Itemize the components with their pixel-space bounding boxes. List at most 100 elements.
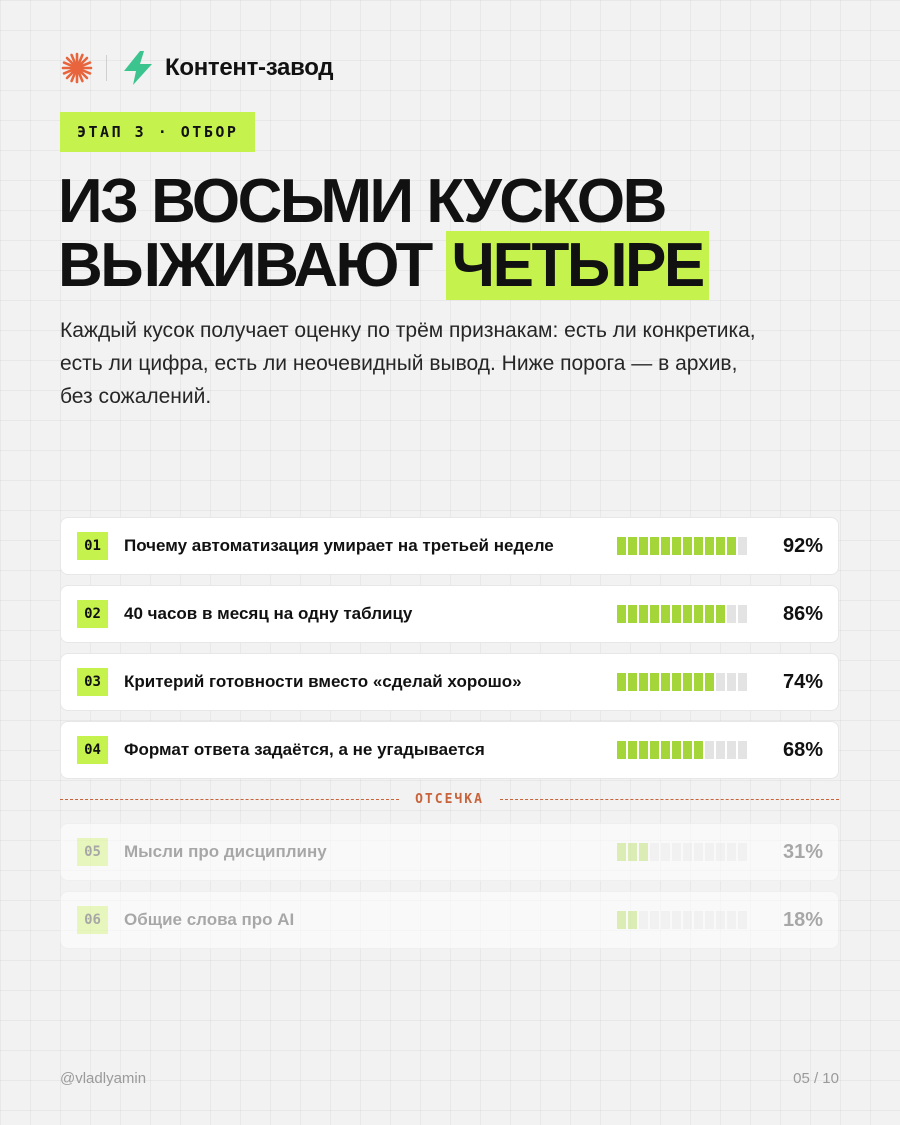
score-bar-segment	[661, 673, 670, 691]
item-label: Общие слова про AI	[124, 910, 295, 929]
rejected-items: 05 Мысли про дисциплину 31% 06 Общие слова п…	[60, 823, 839, 949]
score-bar-segment	[727, 843, 736, 861]
score-bar-segment	[617, 537, 626, 555]
item-number: 02	[77, 600, 108, 628]
page-counter: 05 / 10	[793, 1070, 839, 1087]
score-bar-segment	[694, 843, 703, 861]
item-label: Формат ответа задаётся, а не угадывается	[124, 740, 485, 759]
lightning-icon	[124, 51, 152, 85]
score-bar-segment	[672, 605, 681, 623]
score-bar-segment	[716, 741, 725, 759]
item-score: 92%	[782, 534, 823, 557]
score-bar-segment	[705, 605, 714, 623]
score-bar-segment	[661, 605, 670, 623]
score-bar-segment	[617, 673, 626, 691]
score-bar-segment	[639, 843, 648, 861]
score-bar-segment	[683, 537, 692, 555]
score-bar-segment	[628, 605, 637, 623]
kept-items: 01 Почему автоматизация умирает на третье…	[60, 517, 839, 779]
score-bar-segment	[694, 673, 703, 691]
score-bar-segment	[617, 605, 626, 623]
score-bar-segment	[650, 605, 659, 623]
cutoff-label: ОТСЕЧКА	[415, 791, 484, 807]
item-number: 03	[77, 668, 108, 696]
score-bar-segment	[705, 673, 714, 691]
score-bar-segment	[650, 843, 659, 861]
score-bar-segment	[650, 537, 659, 555]
score-bar-segment	[639, 741, 648, 759]
score-bar-segment	[716, 605, 725, 623]
score-bar-segment	[716, 843, 725, 861]
title-line-2: ВЫЖИВАЮТ ЧЕТЫРЕ	[58, 231, 709, 300]
score-bar-segment	[727, 605, 736, 623]
title-highlight: ЧЕТЫРЕ	[445, 231, 709, 300]
score-bar-segment	[672, 537, 681, 555]
score-bar-segment	[727, 741, 736, 759]
item-number: 04	[77, 736, 108, 764]
list-item: 03 Критерий готовности вместо «сделай хор…	[60, 653, 839, 711]
score-bar-segment	[650, 911, 659, 929]
item-label: Критерий готовности вместо «сделай хорош…	[124, 672, 522, 691]
item-number: 06	[77, 906, 108, 934]
score-bar-segment	[672, 911, 681, 929]
score-bar-segment	[727, 673, 736, 691]
item-score: 31%	[782, 840, 823, 863]
item-score: 68%	[782, 738, 823, 761]
page-title: ИЗ ВОСЬМИ КУСКОВ ВЫЖИВАЮТ ЧЕТЫРЕ	[58, 167, 709, 300]
score-bar-segment	[738, 605, 747, 623]
score-bar-segment	[705, 843, 714, 861]
list-item: 02 40 часов в месяц на одну таблицу 86%	[60, 585, 839, 643]
score-bar-segment	[716, 911, 725, 929]
score-bar-segment	[628, 673, 637, 691]
score-bar-segment	[738, 537, 747, 555]
score-bar-segment	[661, 537, 670, 555]
score-bar-segment	[683, 605, 692, 623]
item-score: 86%	[782, 602, 823, 625]
score-bar-segment	[617, 911, 626, 929]
score-bar	[617, 843, 747, 861]
score-bar-segment	[628, 911, 637, 929]
score-bar-segment	[694, 537, 703, 555]
score-bar-segment	[683, 741, 692, 759]
cutoff-divider: ОТСЕЧКА	[60, 782, 840, 816]
score-bar-segment	[650, 741, 659, 759]
score-bar	[617, 673, 747, 691]
score-bar-segment	[672, 741, 681, 759]
score-bar	[617, 537, 747, 555]
score-bar-segment	[628, 741, 637, 759]
score-bar-segment	[727, 537, 736, 555]
item-score: 74%	[782, 670, 823, 693]
score-bar-segment	[639, 537, 648, 555]
score-bar-segment	[661, 741, 670, 759]
score-bar-segment	[661, 911, 670, 929]
score-bar	[617, 741, 747, 759]
lead-paragraph: Каждый кусок получает оценку по трём при…	[60, 319, 756, 408]
score-bar-segment	[672, 843, 681, 861]
score-bar-segment	[628, 537, 637, 555]
cutoff-line-right	[499, 798, 840, 800]
score-list: 01 Почему автоматизация умирает на третье…	[60, 517, 840, 959]
score-bar-segment	[694, 741, 703, 759]
score-bar-segment	[716, 537, 725, 555]
score-bar-segment	[705, 741, 714, 759]
score-bar-segment	[639, 605, 648, 623]
score-bar-segment	[683, 843, 692, 861]
list-item: 01 Почему автоматизация умирает на третье…	[60, 517, 839, 575]
author-handle: @vladlyamin	[60, 1070, 147, 1087]
item-number: 01	[77, 532, 108, 560]
score-bar-segment	[661, 843, 670, 861]
score-bar-segment	[617, 741, 626, 759]
score-bar-segment	[705, 537, 714, 555]
list-item: 05 Мысли про дисциплину 31%	[60, 823, 839, 881]
header: Контент-завод	[60, 48, 334, 88]
score-bar-segment	[727, 911, 736, 929]
brand-name: Контент-завод	[165, 54, 334, 81]
item-label: 40 часов в месяц на одну таблицу	[124, 604, 413, 623]
cutoff-line-left	[60, 798, 400, 800]
score-bar-segment	[694, 911, 703, 929]
item-label: Почему автоматизация умирает на третьей …	[124, 536, 554, 555]
score-bar-segment	[639, 911, 648, 929]
score-bar-segment	[738, 911, 747, 929]
score-bar	[617, 911, 747, 929]
title-line-1: ИЗ ВОСЬМИ КУСКОВ	[58, 167, 667, 236]
